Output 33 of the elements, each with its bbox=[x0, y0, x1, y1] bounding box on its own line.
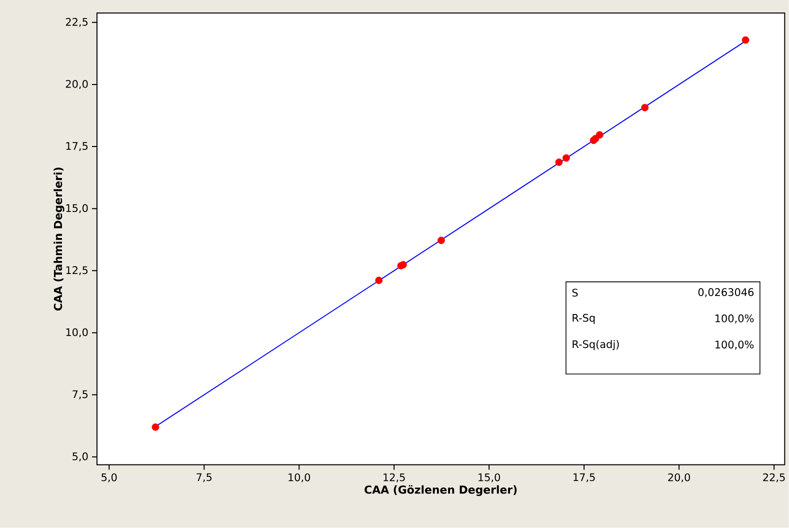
x-tick-label: 22,5 bbox=[763, 473, 785, 482]
y-tick-label: 22,5 bbox=[66, 18, 88, 28]
y-tick-label: 5,0 bbox=[72, 452, 88, 462]
annotation: 0,0263046 bbox=[698, 288, 754, 298]
point bbox=[152, 423, 160, 431]
point bbox=[400, 261, 407, 269]
annotation: R-Sq bbox=[572, 314, 595, 324]
y-tick-label: 10,0 bbox=[66, 328, 88, 338]
point bbox=[555, 158, 563, 166]
point bbox=[742, 36, 750, 44]
y-tick-label: 15,0 bbox=[66, 204, 88, 214]
point bbox=[596, 131, 604, 139]
point bbox=[562, 154, 570, 162]
annotation: S bbox=[572, 288, 578, 297]
annotation: 100,0% bbox=[715, 314, 754, 324]
x-tick-label: 15,0 bbox=[478, 473, 500, 482]
annotation: R-Sq(adj) bbox=[572, 340, 619, 350]
point bbox=[438, 236, 445, 244]
x-tick-label: 20,0 bbox=[668, 473, 690, 482]
x-tick-label: 10,0 bbox=[288, 473, 310, 482]
y-axis-title: CAA (Tahmin Degerleri) bbox=[54, 168, 64, 311]
x-tick-label: 17,5 bbox=[574, 473, 595, 482]
x-tick-label: 7,5 bbox=[196, 473, 212, 482]
y-tick-label: 7,5 bbox=[72, 390, 88, 400]
y-tick-label: 12,5 bbox=[66, 266, 88, 276]
annotation: 100,0% bbox=[715, 340, 754, 350]
point bbox=[375, 276, 383, 284]
x-tick-label: 5,0 bbox=[102, 473, 117, 482]
x-tick-label: 12,5 bbox=[384, 473, 405, 482]
x-axis-title: CAA (Gözlenen Degerler) bbox=[364, 485, 517, 496]
y-tick-label: 17,5 bbox=[66, 142, 88, 152]
y-tick-label: 20,0 bbox=[66, 80, 88, 90]
point bbox=[641, 104, 649, 112]
